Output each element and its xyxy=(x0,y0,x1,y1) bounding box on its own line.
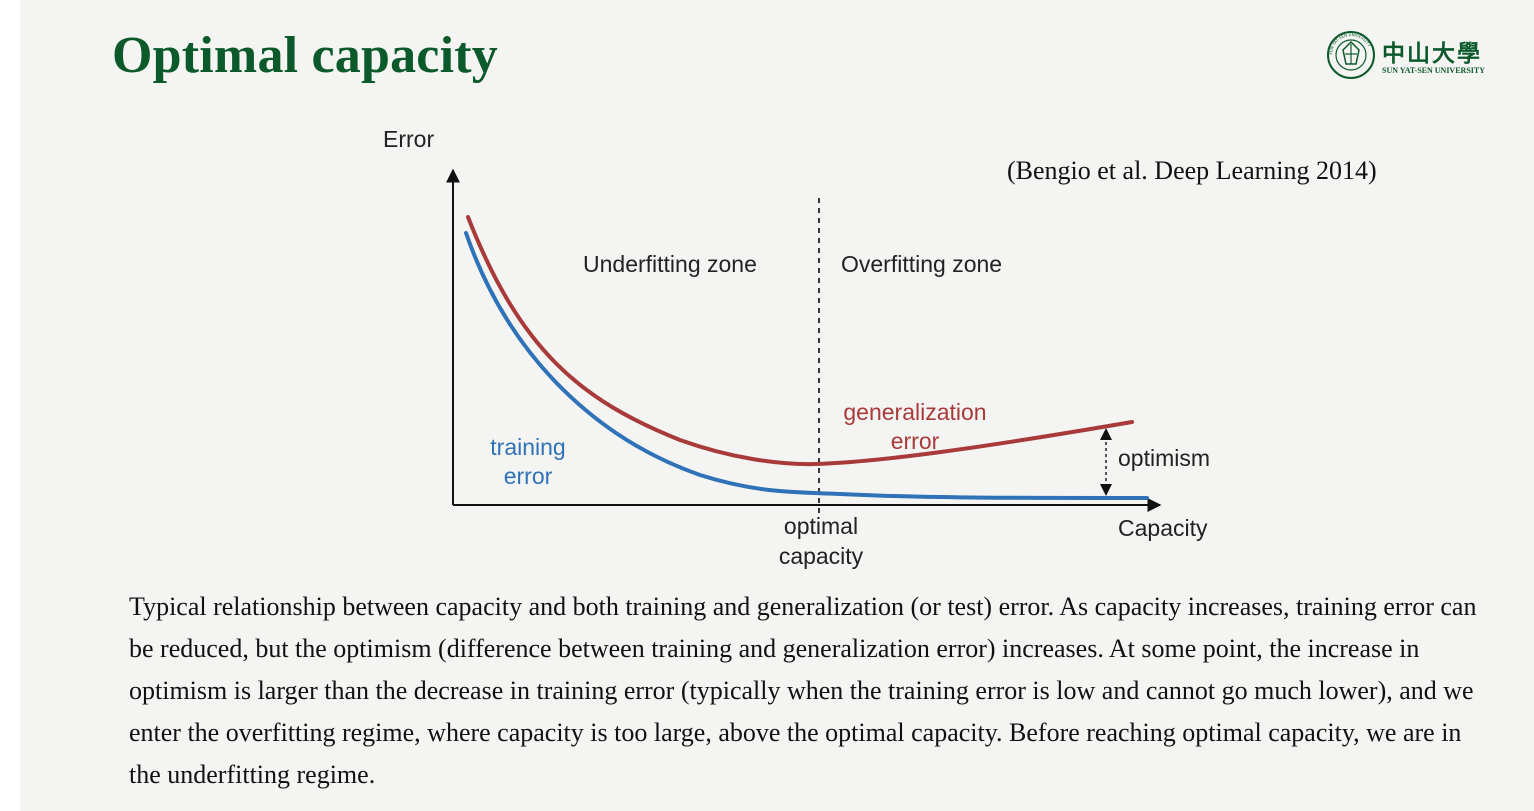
optimal-capacity-label-line2: capacity xyxy=(779,543,864,569)
university-name-english: SUN YAT-SEN UNIVERSITY xyxy=(1382,66,1485,75)
optimism-arrow-up-icon xyxy=(1100,428,1112,440)
slide-left-strip xyxy=(0,0,20,811)
training-error-label-line2: error xyxy=(504,463,553,489)
generalization-error-curve xyxy=(466,215,1134,467)
generalization-error-label-line1: generalization xyxy=(843,399,986,425)
slide-title: Optimal capacity xyxy=(112,27,498,84)
y-axis-label: Error xyxy=(383,126,434,152)
university-name: 中山大學 xyxy=(1382,41,1482,67)
overfitting-zone-label: Overfitting zone xyxy=(841,251,1002,277)
figure-caption: Typical relationship between capacity an… xyxy=(129,592,1477,789)
university-logo: SUN YAT-SEN UNIVERSITY 中山大學 SUN YAT-SEN … xyxy=(1326,30,1496,82)
citation: (Bengio et al. Deep Learning 2014) xyxy=(1007,156,1377,185)
training-error-label-line1: training xyxy=(490,434,565,460)
university-seal-icon: SUN YAT-SEN UNIVERSITY xyxy=(1327,31,1375,79)
optimism-arrow-down-icon xyxy=(1100,484,1112,496)
underfitting-zone-label: Underfitting zone xyxy=(583,251,757,277)
optimal-capacity-label-line1: optimal xyxy=(784,513,858,539)
training-error-curve xyxy=(464,231,1149,500)
generalization-error-label-line2: error xyxy=(891,428,940,454)
optimism-label: optimism xyxy=(1118,445,1210,471)
x-axis-label: Capacity xyxy=(1118,515,1208,541)
